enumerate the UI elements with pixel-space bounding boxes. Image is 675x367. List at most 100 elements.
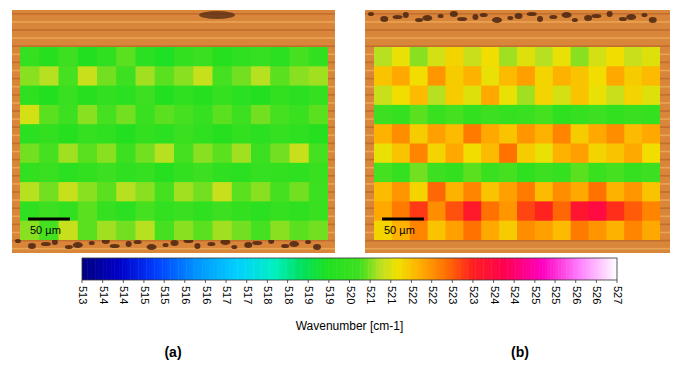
heatmap-cell bbox=[428, 144, 446, 164]
colorbar-tick bbox=[102, 280, 103, 283]
heatmap-cell bbox=[642, 105, 660, 125]
heatmap-cell bbox=[589, 105, 607, 125]
micrograph-debris bbox=[619, 17, 627, 21]
heatmap-cell bbox=[193, 47, 213, 67]
colorbar-tick bbox=[575, 280, 576, 283]
heatmap-cell bbox=[499, 66, 517, 86]
heatmap-cell bbox=[20, 144, 40, 164]
colorbar-tick bbox=[123, 280, 124, 283]
micrograph-debris bbox=[199, 11, 235, 19]
panel: 50 µm bbox=[12, 10, 335, 253]
heatmap-cell bbox=[155, 124, 175, 144]
heatmap-cell bbox=[624, 47, 642, 67]
micrograph-debris bbox=[171, 240, 179, 246]
heatmap-cell bbox=[116, 47, 136, 67]
colorbar-tick bbox=[472, 280, 473, 283]
heatmap-cell bbox=[463, 86, 481, 106]
heatmap-cell bbox=[446, 124, 464, 144]
heatmap-cell bbox=[374, 105, 392, 125]
colorbar-tick-label: 526 bbox=[571, 286, 583, 304]
heatmap-cell bbox=[571, 221, 589, 240]
heatmap-cell bbox=[78, 144, 98, 164]
heatmap-cell bbox=[290, 144, 310, 164]
heatmap-cell bbox=[136, 86, 156, 106]
heatmap-cell bbox=[78, 221, 98, 240]
colorbar-tick bbox=[493, 280, 494, 283]
heatmap-cell bbox=[410, 144, 428, 164]
colorbar-tick-label: 518 bbox=[283, 286, 295, 304]
heatmap-cell bbox=[155, 144, 175, 164]
micrograph-stripe bbox=[365, 248, 670, 250]
heatmap-cell bbox=[251, 163, 271, 183]
heatmap-cell bbox=[642, 47, 660, 67]
heatmap-cell bbox=[428, 221, 446, 240]
heatmap-cell bbox=[78, 182, 98, 202]
heatmap-cell bbox=[39, 105, 59, 125]
heatmap-cell bbox=[97, 182, 117, 202]
colorbar-tick bbox=[452, 280, 453, 283]
heatmap-cell bbox=[392, 47, 410, 67]
heatmap-cell bbox=[136, 163, 156, 183]
heatmap-cell bbox=[213, 86, 233, 106]
heatmap-cell bbox=[136, 182, 156, 202]
colorbar-tick-label: 516 bbox=[201, 286, 213, 304]
heatmap-cell bbox=[290, 105, 310, 125]
micrograph-debris bbox=[393, 15, 403, 19]
micrograph-debris bbox=[41, 242, 51, 246]
micrograph bbox=[12, 10, 335, 253]
heatmap-cell bbox=[517, 66, 535, 86]
colorbar-tick bbox=[390, 280, 391, 283]
micrograph-debris bbox=[126, 241, 132, 247]
heatmap-cell bbox=[553, 144, 571, 164]
heatmap-cell bbox=[446, 182, 464, 202]
heatmap-cell bbox=[589, 182, 607, 202]
heatmap-cell bbox=[481, 47, 499, 67]
heatmap-cell bbox=[553, 201, 571, 221]
heatmap-cell bbox=[606, 47, 624, 67]
micrograph-debris bbox=[507, 16, 513, 20]
colorbar-tick-label: 515 bbox=[159, 286, 171, 304]
heatmap-cell bbox=[499, 221, 517, 240]
heatmap-cell bbox=[270, 86, 290, 106]
heatmap-cell bbox=[290, 66, 310, 86]
heatmap-cell bbox=[517, 201, 535, 221]
heatmap-cell bbox=[309, 86, 328, 106]
heatmap-cell bbox=[499, 163, 517, 183]
heatmap-cell bbox=[174, 47, 194, 67]
heatmap-cell bbox=[642, 163, 660, 183]
heatmap-cell bbox=[535, 47, 553, 67]
heatmap-cell bbox=[290, 221, 310, 240]
heatmap-cell bbox=[309, 105, 328, 125]
colorbar-tick bbox=[82, 280, 83, 283]
heatmap-cell bbox=[20, 86, 40, 106]
micrograph-debris bbox=[480, 13, 488, 17]
colorbar-tick bbox=[555, 280, 556, 283]
heatmap-cell bbox=[20, 105, 40, 125]
heatmap-cell bbox=[517, 163, 535, 183]
heatmap-cell bbox=[174, 182, 194, 202]
heatmap-cell bbox=[392, 86, 410, 106]
heatmap-cell bbox=[553, 124, 571, 144]
heatmap-cell bbox=[309, 144, 328, 164]
heatmap-cell bbox=[59, 66, 79, 86]
micrograph-debris bbox=[537, 16, 543, 22]
heatmap-cell bbox=[136, 66, 156, 86]
colorbar-tick-label: 523 bbox=[447, 286, 459, 304]
heatmap-cell bbox=[116, 105, 136, 125]
heatmap-cell bbox=[463, 124, 481, 144]
colorbar bbox=[82, 258, 618, 280]
heatmap-cell bbox=[606, 201, 624, 221]
heatmap-cell bbox=[624, 144, 642, 164]
micrograph-debris bbox=[110, 244, 120, 248]
colorbar-frame bbox=[82, 258, 617, 280]
heatmap-cell bbox=[232, 105, 252, 125]
heatmap-cell bbox=[410, 47, 428, 67]
heatmap-cell bbox=[428, 86, 446, 106]
heatmap-cell bbox=[78, 163, 98, 183]
heatmap-cell bbox=[290, 201, 310, 221]
colorbar-tick-label: 519 bbox=[303, 286, 315, 304]
heatmap-cell bbox=[463, 47, 481, 67]
colorbar-tick-label: 522 bbox=[407, 286, 419, 304]
micrograph-debris bbox=[591, 14, 601, 18]
heatmap-cell bbox=[392, 163, 410, 183]
